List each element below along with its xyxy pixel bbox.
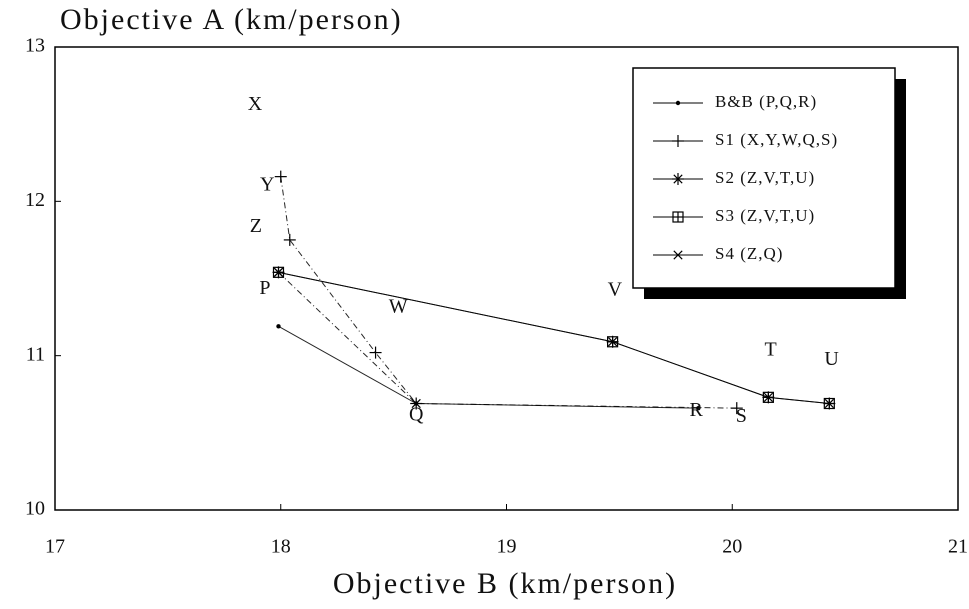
point-label: S [736, 405, 747, 427]
legend: B&B (P,Q,R) S1 (X,Y,W,Q,S) S2 (Z,V,T,U) S3 … [632, 67, 906, 299]
marker-dot [675, 100, 681, 106]
marker-stroke [411, 398, 421, 409]
marker-x [273, 267, 284, 277]
point-label: Q [409, 403, 424, 425]
point-label: U [824, 348, 839, 370]
legend-label: S2 (Z,V,T,U) [715, 168, 815, 187]
legend-label: S4 (Z,Q) [715, 244, 783, 263]
point-label: Z [250, 215, 262, 237]
marker-plus [283, 233, 296, 246]
y-tick-label: 12 [25, 189, 45, 211]
point-label: V [608, 278, 623, 300]
legend-label: S1 (X,Y,W,Q,S) [715, 130, 838, 149]
marker-dot [276, 324, 281, 329]
point-label: R [689, 399, 703, 421]
marker-dot [696, 405, 701, 411]
marker-square [762, 391, 774, 403]
y-tick-label: 11 [26, 343, 45, 365]
marker-stroke [673, 250, 683, 260]
x-tick-label: 18 [271, 536, 291, 558]
x-tick-label: 20 [722, 536, 742, 558]
marker-stroke [673, 174, 683, 184]
y-tick-label: 10 [25, 498, 45, 520]
x-tick-label: 17 [45, 536, 65, 558]
marker-square [607, 336, 619, 348]
marker-plus [369, 346, 382, 359]
marker-x [411, 398, 421, 409]
series-line [278, 271, 830, 405]
marker-dot [696, 405, 701, 411]
legend-label: B&B (P,Q,R) [715, 92, 817, 111]
legend-label: S3 (Z,V,T,U) [715, 206, 815, 225]
marker-plus [730, 402, 743, 415]
marker-x [673, 250, 683, 260]
point-label: P [259, 277, 270, 299]
point-label: Y [260, 173, 274, 195]
x-tick-label: 21 [948, 536, 968, 558]
point-label: W [389, 295, 408, 317]
x-tick-label: 19 [497, 536, 517, 558]
series-line [278, 325, 699, 409]
series-line [280, 176, 737, 409]
marker-square [823, 397, 835, 410]
point-label: X [248, 93, 263, 115]
marker-stroke [273, 267, 284, 277]
marker-plus [274, 170, 287, 183]
marker-dot [675, 100, 681, 106]
marker-square [672, 211, 684, 223]
marker-plus [672, 135, 684, 147]
x-axis-label: Objective B (km/person) [333, 567, 677, 600]
marker-star [672, 173, 684, 185]
point-label: T [765, 339, 777, 361]
y-axis-label: Objective A (km/person) [60, 3, 403, 36]
series-line [278, 271, 417, 404]
marker-dot [276, 324, 281, 329]
y-tick-label: 13 [25, 35, 45, 57]
